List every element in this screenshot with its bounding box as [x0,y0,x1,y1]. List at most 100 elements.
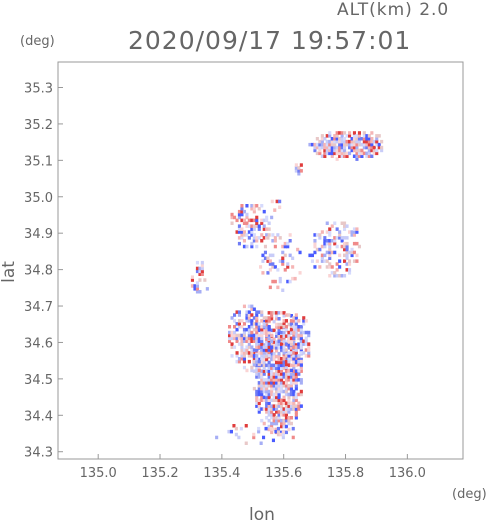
radar-cell [267,221,271,225]
radar-cell [205,287,209,291]
radar-cell [289,368,293,373]
radar-cell [252,227,256,231]
radar-cell [299,362,303,367]
radar-cell [272,357,276,362]
radar-cell [275,325,279,330]
radar-cell [265,319,269,323]
radar-cell [260,389,264,394]
radar-cell [282,360,286,365]
radar-cell [257,227,261,231]
radar-cell [275,421,279,426]
radar-cell [338,274,342,278]
radar-cell [286,279,290,284]
radar-cell [328,139,332,144]
radar-cell [262,421,266,426]
radar-cell [330,145,334,150]
radar-cell [272,427,276,432]
radar-cell [265,218,269,223]
radar-cell [276,432,280,437]
radar-cell [294,331,298,335]
radar-cell [260,313,264,317]
radar-cell [260,345,264,349]
radar-cell [280,366,284,370]
radar-cell [313,233,317,237]
radar-cell [284,418,288,423]
radar-cell [284,319,288,323]
radar-cell [228,336,232,341]
radar-cell [289,401,293,405]
radar-cell [280,398,284,402]
radar-cell [325,139,329,144]
radar-cell [242,322,246,326]
radar-cell [270,366,274,370]
radar-cell [265,340,269,344]
radar-cell [270,357,274,362]
radar-cell [277,375,281,379]
radar-cell [299,330,303,335]
radar-cell [292,357,296,361]
radar-cell [278,279,282,284]
radar-cell [252,336,256,341]
radar-cell [267,319,271,323]
radar-cell [320,142,324,147]
radar-cell [260,330,264,335]
radar-cell [247,333,251,338]
radar-cell [244,424,248,428]
radar-cell [270,215,274,220]
radar-cell [262,325,266,329]
radar-cell [282,357,286,361]
radar-cell [203,278,207,282]
radar-cell [255,316,259,320]
radar-cell [338,230,342,234]
radar-cell [275,386,279,391]
radar-cell [252,386,256,391]
radar-cell [270,378,274,382]
radar-cell [278,236,282,240]
radar-cell [308,253,312,258]
radar-cell [267,342,271,346]
radar-cell [250,241,254,246]
radar-cell [343,131,347,135]
radar-cell [333,145,337,150]
radar-cell [291,276,295,281]
radar-cell [294,404,298,408]
radar-cell [239,426,243,431]
radar-cell [273,265,277,269]
radar-cell [296,247,300,252]
radar-cell [348,271,352,275]
radar-cell [375,134,379,138]
radar-cell [270,424,274,429]
radar-cell [284,401,288,405]
radar-cell [370,148,374,153]
radar-cell [307,354,311,358]
radar-cell [250,224,254,228]
radar-cell [235,351,239,355]
radar-cell [267,311,271,315]
radar-cell [287,410,291,414]
radar-cell [242,218,246,223]
radar-cell [357,142,361,147]
radar-cell [284,362,288,367]
radar-cell [287,398,291,402]
radar-cell [297,368,301,373]
radar-cell [282,363,286,368]
radar-cell [284,372,288,376]
radar-cell [250,307,254,311]
radar-cell [263,244,267,249]
radar-cell [272,366,276,370]
radar-cell [294,316,298,320]
radar-cell [277,384,281,388]
radar-cell [245,316,249,320]
radar-cell [260,327,264,332]
radar-cell [247,345,251,349]
radar-cell [328,262,332,266]
radar-cell [292,363,296,368]
radar-cell [280,357,284,361]
radar-cell [247,359,251,364]
x-unit-label: (deg) [452,487,487,502]
radar-cell [264,426,268,431]
radar-cell [280,378,284,382]
radar-cell [268,259,272,263]
radar-cell [288,233,292,237]
